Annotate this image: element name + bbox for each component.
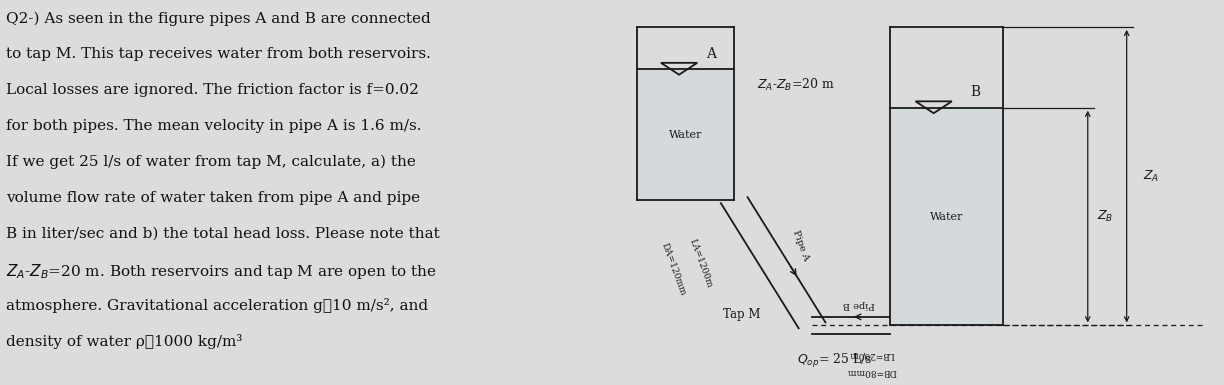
Text: $Z_A$-$Z_B$=20 m. Both reservoirs and tap M are open to the: $Z_A$-$Z_B$=20 m. Both reservoirs and ta… bbox=[6, 262, 436, 281]
Text: Tap M: Tap M bbox=[722, 308, 760, 321]
Text: LB=200m: LB=200m bbox=[848, 350, 895, 360]
Text: to tap M. This tap receives water from both reservoirs.: to tap M. This tap receives water from b… bbox=[6, 47, 431, 61]
Text: Local losses are ignored. The friction factor is f=0.02: Local losses are ignored. The friction f… bbox=[6, 83, 419, 97]
Text: Pipe B: Pipe B bbox=[842, 300, 875, 309]
Text: LA=1200m: LA=1200m bbox=[688, 237, 714, 289]
Text: $Q_{op}$= 25 L/s: $Q_{op}$= 25 L/s bbox=[797, 352, 873, 370]
Text: B in liter/sec and b) the total head loss. Please note that: B in liter/sec and b) the total head los… bbox=[6, 226, 439, 240]
Text: volume flow rate of water taken from pipe A and pipe: volume flow rate of water taken from pip… bbox=[6, 191, 420, 204]
Text: $Z_B$: $Z_B$ bbox=[1098, 209, 1114, 224]
Text: atmosphere. Gravitational acceleration g͟10 m/s², and: atmosphere. Gravitational acceleration g… bbox=[6, 298, 428, 313]
Text: Water: Water bbox=[930, 212, 963, 221]
Text: B: B bbox=[971, 85, 980, 99]
Text: for both pipes. The mean velocity in pipe A is 1.6 m/s.: for both pipes. The mean velocity in pip… bbox=[6, 119, 421, 133]
Text: DB=80mm: DB=80mm bbox=[847, 367, 897, 377]
Text: Water: Water bbox=[668, 130, 703, 140]
Text: If we get 25 l/s of water from tap M, calculate, a) the: If we get 25 l/s of water from tap M, ca… bbox=[6, 155, 416, 169]
Text: A: A bbox=[706, 47, 716, 61]
Text: density of water ρ͟1000 kg/m³: density of water ρ͟1000 kg/m³ bbox=[6, 334, 242, 349]
Text: $Z_A$: $Z_A$ bbox=[1143, 169, 1159, 184]
Text: Q2-) As seen in the figure pipes A and B are connected: Q2-) As seen in the figure pipes A and B… bbox=[6, 12, 431, 26]
Text: DA=120mm: DA=120mm bbox=[660, 241, 688, 296]
Text: $Z_A$-$Z_B$=20 m: $Z_A$-$Z_B$=20 m bbox=[756, 77, 835, 93]
Text: Pipe A: Pipe A bbox=[791, 229, 810, 262]
